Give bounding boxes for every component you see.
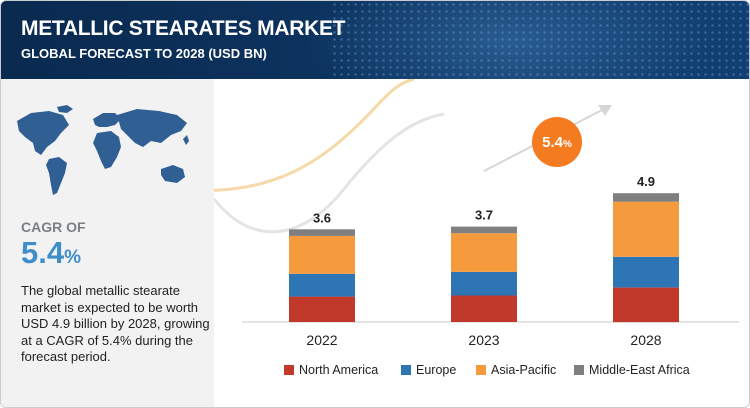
bar-segment-asia-pacific-2028	[613, 201, 679, 257]
cagr-value-group: 5.4%	[21, 235, 81, 271]
total-label-2022: 3.6	[313, 210, 331, 225]
legend-label: Asia-Pacific	[491, 363, 557, 377]
cagr-badge: 5.4%	[532, 117, 582, 167]
legend-swatch	[401, 365, 411, 375]
bar-segment-europe-2023	[451, 271, 517, 296]
cagr-label: CAGR OF	[21, 219, 86, 235]
total-label-2023: 3.7	[475, 208, 493, 223]
stacked-bar-chart: 3.6 2022 3.7 2023 4.9 2028 5.4%	[214, 79, 739, 348]
bar-group: 3.6 2022 3.7 2023 4.9 2028	[289, 174, 679, 348]
bar-segment-north-america-2028	[613, 287, 679, 323]
legend-item-north-america: North America	[284, 363, 378, 377]
x-tick-label-2028: 2028	[630, 332, 661, 348]
legend-item-middle-east-africa: Middle-East Africa	[574, 363, 690, 377]
bar-segment-middle-east-africa-2022	[289, 229, 355, 236]
summary-panel: CAGR OF 5.4% The global metallic stearat…	[1, 79, 214, 407]
page-title: METALLIC STEARATES MARKET	[21, 17, 346, 40]
cagr-value: 5.4	[21, 235, 65, 270]
chart-legend: North America Europe Asia-Pacific Middle-Ea…	[214, 363, 749, 383]
bar-segment-asia-pacific-2023	[451, 233, 517, 272]
bar-segment-europe-2022	[289, 273, 355, 297]
summary-text: The global metallic stearate market is e…	[21, 283, 210, 364]
total-label-2028: 4.9	[637, 174, 655, 189]
bar-segment-middle-east-africa-2023	[451, 226, 517, 234]
header-glow	[301, 1, 721, 79]
header-banner: METALLIC STEARATES MARKET GLOBAL FORECAS…	[1, 1, 749, 79]
cagr-badge-label: 5.4%	[542, 134, 572, 151]
legend-swatch	[284, 365, 294, 375]
cagr-unit: %	[64, 247, 82, 268]
legend-swatch	[574, 365, 584, 375]
header-dot-pattern	[331, 1, 749, 79]
bar-segment-north-america-2022	[289, 296, 355, 322]
decorative-curve	[214, 112, 445, 234]
legend-label: Europe	[416, 363, 457, 377]
legend-label: Middle-East Africa	[589, 363, 690, 377]
bar-segment-europe-2028	[613, 256, 679, 288]
legend-label: North America	[299, 363, 379, 377]
legend-item-asia-pacific: Asia-Pacific	[476, 363, 556, 377]
x-tick-label-2023: 2023	[468, 332, 499, 348]
cagr-badge-circle	[532, 117, 582, 167]
bar-segment-north-america-2023	[451, 295, 517, 322]
legend-swatch	[476, 365, 486, 375]
x-tick-label-2022: 2022	[306, 332, 337, 348]
legend-item-europe: Europe	[401, 363, 456, 377]
world-map-icon	[17, 105, 189, 195]
bar-segment-middle-east-africa-2028	[613, 193, 679, 202]
bar-segment-asia-pacific-2022	[289, 235, 355, 274]
decorative-curve	[214, 79, 415, 192]
growth-arrow-head	[598, 105, 612, 116]
page-subtitle: GLOBAL FORECAST TO 2028 (USD BN)	[21, 46, 267, 61]
